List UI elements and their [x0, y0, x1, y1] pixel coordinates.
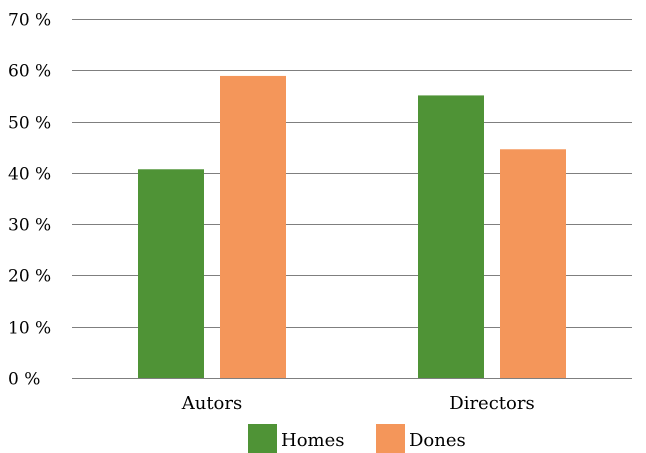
- y-tick-label: 20 %: [8, 267, 51, 287]
- legend-label-dones: Dones: [409, 430, 466, 451]
- legend: Homes Dones: [248, 424, 466, 453]
- y-tick-label: 30 %: [8, 216, 51, 236]
- y-tick-label: 50 %: [8, 114, 51, 134]
- y-tick-label: 60 %: [8, 62, 51, 82]
- x-category-label: Autors: [181, 393, 243, 414]
- x-axis-category-labels: Autors Directors: [181, 393, 535, 414]
- bar-homes-directors: [418, 95, 484, 378]
- bars: [138, 75, 566, 379]
- legend-label-homes: Homes: [281, 430, 345, 451]
- y-tick-label: 0 %: [8, 370, 40, 390]
- y-tick-label: 10 %: [8, 319, 51, 339]
- y-axis-tick-labels: 0 % 10 % 20 % 30 % 40 % 50 % 60 % 70 %: [8, 11, 51, 390]
- bar-homes-autors: [138, 169, 204, 378]
- bar-dones-autors: [220, 75, 286, 379]
- bar-dones-directors: [500, 149, 566, 378]
- x-category-label: Directors: [449, 393, 534, 414]
- legend-swatch-homes: [248, 424, 277, 453]
- y-tick-label: 70 %: [8, 11, 51, 31]
- y-tick-label: 40 %: [8, 165, 51, 185]
- legend-swatch-dones: [376, 424, 405, 453]
